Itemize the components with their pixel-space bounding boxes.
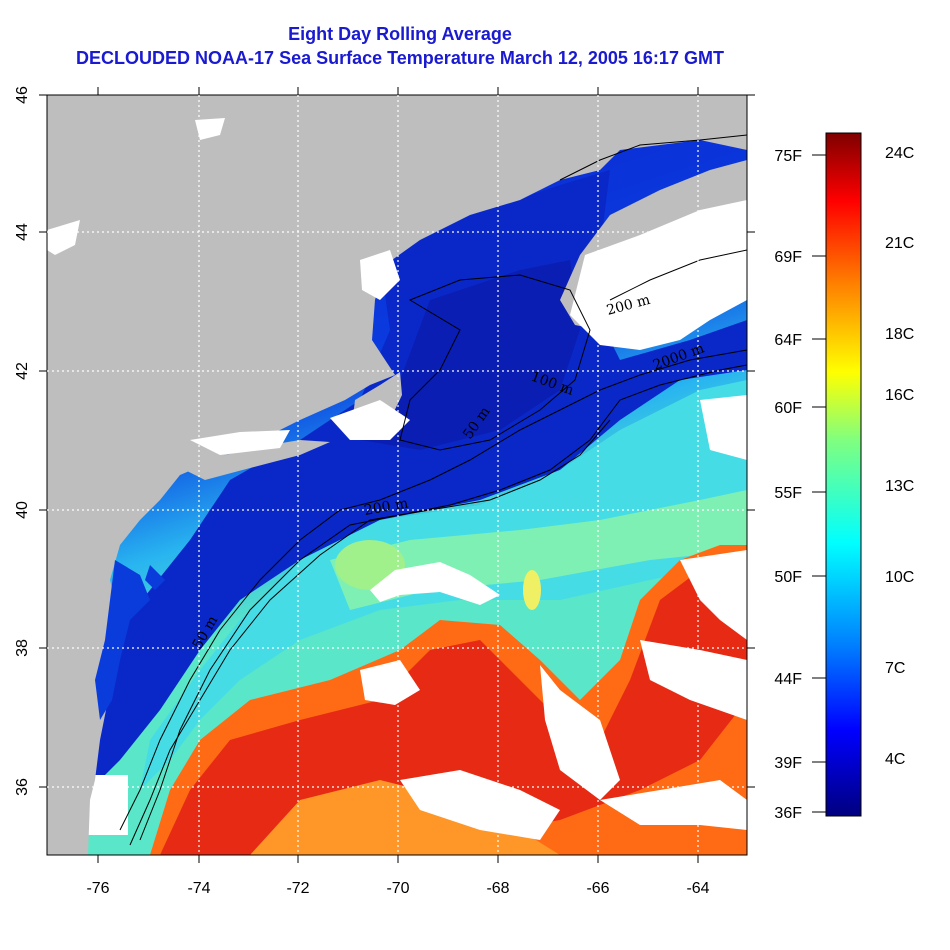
colorbar-ticks: [812, 154, 826, 813]
colorbar-label-c: 7C: [885, 660, 905, 677]
y-tick-label: 40: [14, 501, 31, 519]
x-tick-label: -76: [86, 880, 109, 897]
delaware-bay: [145, 565, 165, 590]
bathymetry-contours: [119, 134, 747, 846]
chesapeake-bay: [95, 560, 150, 720]
colorbar: [825, 132, 862, 817]
cloud-patch: [330, 400, 410, 440]
land-long-island: [185, 440, 330, 480]
cloud-patch: [360, 250, 400, 300]
land-mainland: [47, 95, 747, 855]
x-axis-ticks: [97, 87, 699, 863]
cloud-patch: [640, 640, 747, 720]
x-tick-label: -68: [486, 880, 509, 897]
colorbar-label-f: 64F: [774, 332, 802, 349]
warm-filament: [523, 570, 541, 610]
x-tick-label: -64: [686, 880, 709, 897]
cloud-patch: [360, 660, 420, 705]
y-tick-label: 36: [14, 778, 31, 796]
colorbar-label-c: 10C: [885, 569, 914, 586]
cloud-patch: [190, 430, 290, 455]
cloud-patch: [680, 550, 747, 640]
y-tick-label: 44: [14, 223, 31, 241]
plot-frame: [46, 94, 748, 856]
colorbar-label-f: 60F: [774, 400, 802, 417]
y-tick-label: 46: [14, 86, 31, 104]
colorbar-label-f: 44F: [774, 671, 802, 688]
y-tick-label: 38: [14, 639, 31, 657]
x-tick-label: -70: [386, 880, 409, 897]
cloud-patch: [400, 770, 560, 840]
x-tick-label: -74: [187, 880, 210, 897]
x-tick-label: -72: [286, 880, 309, 897]
y-axis-ticks: [39, 94, 755, 788]
colorbar-label-f: 69F: [774, 249, 802, 266]
colorbar-label-c: 16C: [885, 387, 914, 404]
cloud-patch: [540, 665, 620, 800]
x-tick-label: -66: [586, 880, 609, 897]
y-tick-label: 42: [14, 362, 31, 380]
colorbar-label-c: 4C: [885, 751, 905, 768]
grid-lines: [47, 95, 747, 855]
chart-subtitle: DECLOUDED NOAA-17 Sea Surface Temperatur…: [76, 48, 724, 68]
colorbar-label-f: 39F: [774, 755, 802, 772]
colorbar-label-f: 75F: [774, 148, 802, 165]
colorbar-label-c: 24C: [885, 145, 914, 162]
cloud-patch: [700, 395, 747, 460]
colorbar-label-f: 55F: [774, 485, 802, 502]
colorbar-label-c: 21C: [885, 235, 914, 252]
cloud-patch: [600, 780, 747, 830]
sargasso-warm-water: [250, 780, 560, 855]
contour-label: 200 m: [363, 495, 410, 518]
colorbar-label-f: 36F: [774, 805, 802, 822]
colorbar-label-c: 13C: [885, 478, 914, 495]
cloud-patch: [47, 220, 80, 255]
colorbar-label-c: 18C: [885, 326, 914, 343]
cloud-patch: [88, 775, 128, 835]
gulf-of-maine-water: [360, 260, 580, 450]
cloud-patch: [570, 200, 747, 350]
colorbar-label-f: 50F: [774, 569, 802, 586]
chart-title: Eight Day Rolling Average: [288, 24, 512, 44]
cloud-patch: [195, 118, 225, 140]
cloud-patch: [370, 562, 500, 605]
